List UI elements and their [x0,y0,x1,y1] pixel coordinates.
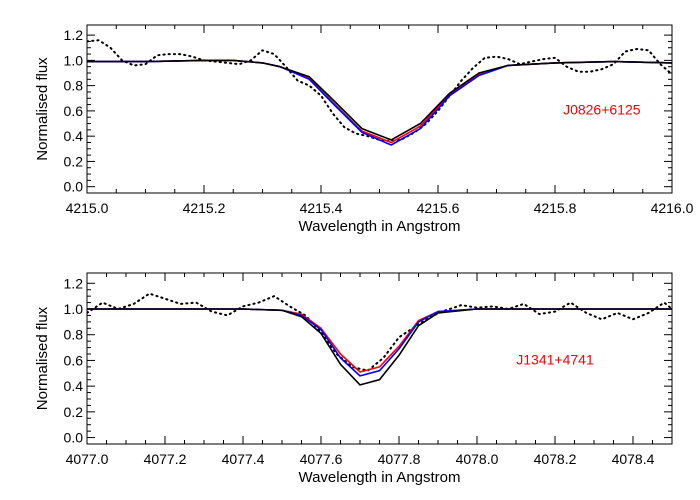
x-tick-label: 4215.2 [183,200,226,216]
chart-panel-1: 4215.0 4215.2 4215.4 4215.6 4215.8 4216.0 0.0 0… [34,24,694,235]
model-spectrum-line [87,59,672,141]
x-axis-label: Wavelength in Angstrom [298,218,460,235]
x-tick-label: 4077.4 [222,451,265,467]
y-tick-label: 1.2 [64,27,84,43]
y-tick-label: 0.8 [64,327,84,343]
x-tick-label: 4077.2 [144,451,187,467]
x-tick-label: 4077.0 [66,451,109,467]
y-axis-label: Normalised flux [34,306,51,410]
x-tick-label: 4215.8 [534,200,577,216]
x-tick-label: 4078.4 [612,451,655,467]
y-tick-label: 0.2 [64,153,84,169]
y-tick-label: 0.2 [64,404,84,420]
x-tick-label: 4215.6 [417,200,460,216]
x-tick-label: 4078.0 [456,451,499,467]
x-tick-label: 4077.6 [300,451,343,467]
x-tick-label: 4215.4 [300,200,343,216]
y-tick-label: 0.0 [64,179,84,195]
star-id-label: J1341+4741 [516,351,594,367]
x-tick-label: 4077.8 [378,451,421,467]
star-id-label: J0826+6125 [563,102,641,118]
x-tick-label: 4215.0 [66,200,109,216]
y-tick-label: 1.2 [64,275,84,291]
y-tick-label: 0.6 [64,103,84,119]
x-tick-label: 4078.2 [534,451,577,467]
y-tick-label: 0.6 [64,352,84,368]
chart-panel-2: 4077.0 4077.2 4077.4 4077.6 4077.8 4078.0 4078… [34,272,673,486]
y-tick-label: 0.8 [64,78,84,94]
model-spectrum-line [87,308,672,386]
x-axis-label: Wavelength in Angstrom [298,469,460,486]
observed-spectrum-line [87,39,672,143]
y-tick-label: 1.0 [64,301,84,317]
y-axis-label: Normalised flux [34,57,51,161]
y-tick-label: 0.4 [64,378,84,394]
y-tick-label: 0.0 [64,430,84,446]
series-group [87,292,672,386]
series-group [87,39,672,146]
y-tick-label: 0.4 [64,128,84,144]
x-tick-label: 4216.0 [651,200,694,216]
y-tick-label: 1.0 [64,52,84,68]
